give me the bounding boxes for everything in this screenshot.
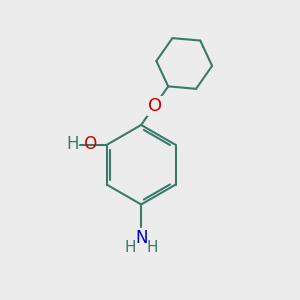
Text: H: H	[124, 240, 136, 255]
Text: O: O	[79, 135, 97, 153]
Text: N: N	[135, 229, 147, 247]
Text: H: H	[147, 240, 158, 255]
Text: O: O	[148, 97, 162, 115]
Text: H: H	[66, 135, 79, 153]
